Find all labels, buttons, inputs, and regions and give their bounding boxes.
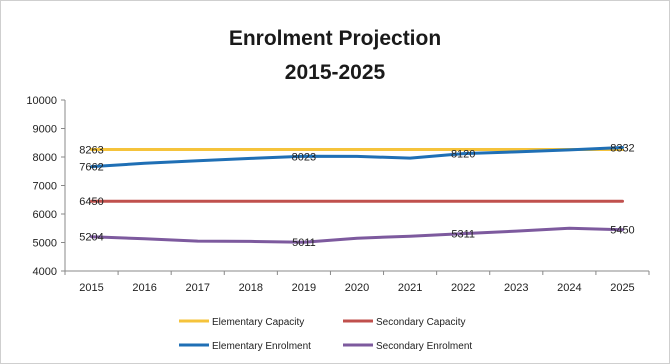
data-label: 8332	[610, 143, 634, 155]
x-tick-label: 2021	[398, 282, 422, 294]
axes-layer: 4000 5000 6000 7000 8000 9000 10000 2015 2016 201…	[26, 95, 650, 294]
data-label: 5311	[451, 229, 475, 241]
y-tick-label: 8000	[33, 152, 57, 164]
legend-label: Elementary Enrolment	[212, 341, 311, 352]
x-tick-label: 2020	[345, 282, 369, 294]
data-label: 8263	[79, 145, 103, 157]
data-label: 5011	[292, 237, 316, 249]
x-tick-label: 2015	[79, 282, 103, 294]
x-tick-label: 2019	[292, 282, 316, 294]
x-tick-label: 2024	[557, 282, 581, 294]
data-labels-layer: 8263 6450 7662 8023 8120 8332 5204 5011 5311 5450	[79, 143, 634, 250]
series-line-3	[90, 146, 624, 169]
data-label: 5450	[610, 225, 634, 237]
y-tick-label: 6000	[33, 209, 57, 221]
data-label: 8023	[292, 151, 316, 163]
chart-title-line-2: 2015-2025	[285, 61, 386, 84]
x-tick-label: 2016	[132, 282, 156, 294]
data-label: 7662	[79, 162, 103, 174]
legend: Elementary Capacity Secondary Capacity Ele…	[179, 317, 472, 352]
y-tick-label: 5000	[33, 238, 57, 250]
series-line-4	[90, 226, 624, 244]
chart-title-line-1: Enrolment Projection	[229, 27, 441, 50]
x-tick-label: 2017	[185, 282, 209, 294]
legend-label: Secondary Enrolment	[376, 341, 472, 352]
data-label: 8120	[451, 149, 475, 161]
y-tick-label: 10000	[26, 95, 57, 107]
y-tick-label: 7000	[33, 181, 57, 193]
x-tick-label: 2025	[610, 282, 634, 294]
series-layer	[90, 146, 624, 244]
legend-label: Elementary Capacity	[212, 317, 304, 328]
data-label: 6450	[79, 196, 103, 208]
y-tick-label: 9000	[33, 124, 57, 136]
x-tick-label: 2023	[504, 282, 528, 294]
x-tick-label: 2022	[451, 282, 475, 294]
x-tick-label: 2018	[239, 282, 263, 294]
legend-label: Secondary Capacity	[376, 317, 466, 328]
data-label: 5204	[79, 232, 103, 244]
y-tick-label: 4000	[33, 266, 57, 278]
